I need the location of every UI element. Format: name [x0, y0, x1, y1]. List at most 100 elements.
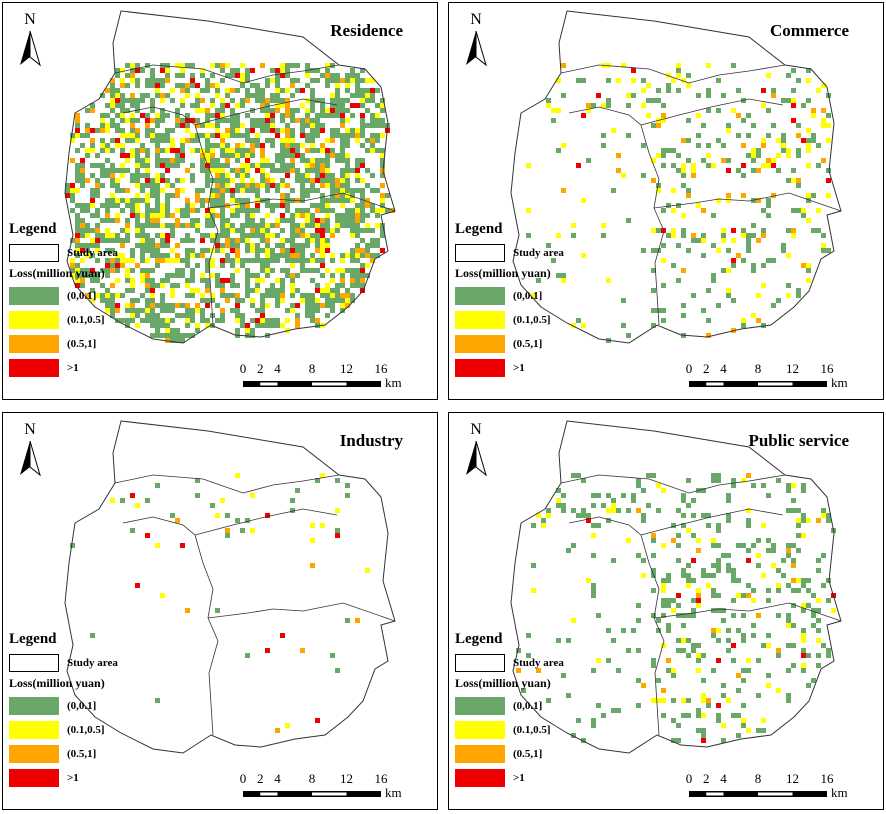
loss-cell: [295, 153, 300, 158]
loss-cell: [205, 283, 210, 288]
loss-cell: [85, 293, 90, 298]
scale-segment: [312, 792, 347, 796]
loss-cell: [160, 158, 165, 163]
loss-cell: [786, 488, 791, 493]
loss-cell: [260, 183, 265, 188]
loss-cell: [300, 128, 305, 133]
loss-cell: [240, 78, 245, 83]
loss-cell: [310, 318, 315, 323]
loss-cell: [280, 253, 285, 258]
loss-cell: [340, 108, 345, 113]
loss-cell: [145, 243, 150, 248]
loss-cell: [325, 203, 330, 208]
loss-cell: [255, 323, 260, 328]
loss-cell: [671, 208, 676, 213]
loss-cell: [731, 478, 736, 483]
loss-cell: [275, 68, 280, 73]
loss-cell: [185, 208, 190, 213]
loss-cell: [145, 148, 150, 153]
loss-cell: [295, 213, 300, 218]
loss-title: Loss(million yuan): [455, 676, 551, 690]
loss-cell: [150, 83, 155, 88]
loss-cell: [135, 83, 140, 88]
loss-cell: [731, 108, 736, 113]
loss-cell: [320, 243, 325, 248]
loss-cell: [731, 228, 736, 233]
loss-cell: [235, 123, 240, 128]
loss-cell: [716, 303, 721, 308]
loss-cell: [100, 148, 105, 153]
loss-cell: [716, 523, 721, 528]
loss-cell: [285, 723, 290, 728]
loss-cell: [596, 703, 601, 708]
loss-cell: [110, 173, 115, 178]
loss-cell: [260, 108, 265, 113]
loss-cell: [250, 183, 255, 188]
loss-cell: [85, 208, 90, 213]
loss-cell: [190, 138, 195, 143]
loss-cell: [826, 123, 831, 128]
loss-cell: [110, 233, 115, 238]
loss-cell: [185, 138, 190, 143]
loss-cell: [310, 233, 315, 238]
class-label: (0.1,0.5]: [513, 314, 551, 326]
loss-cell: [330, 303, 335, 308]
loss-cell: [105, 208, 110, 213]
study-area-swatch: [455, 654, 505, 672]
loss-cell: [380, 193, 385, 198]
loss-cell: [736, 713, 741, 718]
loss-cell: [155, 198, 160, 203]
loss-cell: [225, 118, 230, 123]
loss-cell: [826, 168, 831, 173]
loss-cell: [65, 188, 70, 193]
loss-cell: [205, 148, 210, 153]
loss-cell: [200, 198, 205, 203]
loss-cell: [75, 273, 80, 278]
loss-cell: [185, 278, 190, 283]
loss-cell: [180, 138, 185, 143]
scale-segment: [706, 792, 724, 796]
loss-cell: [190, 288, 195, 293]
loss-cell: [285, 208, 290, 213]
loss-cell: [726, 513, 731, 518]
loss-cell: [701, 513, 706, 518]
loss-cell: [300, 293, 305, 298]
loss-cell: [746, 583, 751, 588]
loss-cell: [330, 298, 335, 303]
loss-cell: [165, 178, 170, 183]
loss-cell: [806, 683, 811, 688]
loss-cell: [310, 213, 315, 218]
loss-cell: [195, 223, 200, 228]
loss-cell: [300, 228, 305, 233]
loss-cell: [220, 248, 225, 253]
loss-cell: [290, 128, 295, 133]
loss-cell: [731, 643, 736, 648]
loss-cell: [786, 668, 791, 673]
loss-cell: [691, 558, 696, 563]
loss-cell: [696, 668, 701, 673]
loss-cell: [305, 213, 310, 218]
loss-cell: [801, 648, 806, 653]
loss-cell: [245, 128, 250, 133]
loss-cell: [125, 268, 130, 273]
loss-cell: [796, 523, 801, 528]
loss-cell: [811, 593, 816, 598]
loss-cell: [130, 63, 135, 68]
loss-cell: [526, 633, 531, 638]
loss-cell: [676, 543, 681, 548]
loss-cell: [220, 168, 225, 173]
loss-cell: [591, 503, 596, 508]
loss-cell: [290, 273, 295, 278]
loss-cell: [611, 188, 616, 193]
scale-unit: km: [831, 785, 848, 800]
loss-cell: [260, 323, 265, 328]
scale-segment: [706, 382, 724, 386]
loss-cell: [556, 638, 561, 643]
loss-cell: [115, 238, 120, 243]
loss-cell: [335, 218, 340, 223]
class-label: (0.1,0.5]: [67, 724, 105, 736]
loss-cell: [355, 253, 360, 258]
loss-cell: [125, 83, 130, 88]
loss-cell: [285, 108, 290, 113]
loss-cell: [736, 593, 741, 598]
